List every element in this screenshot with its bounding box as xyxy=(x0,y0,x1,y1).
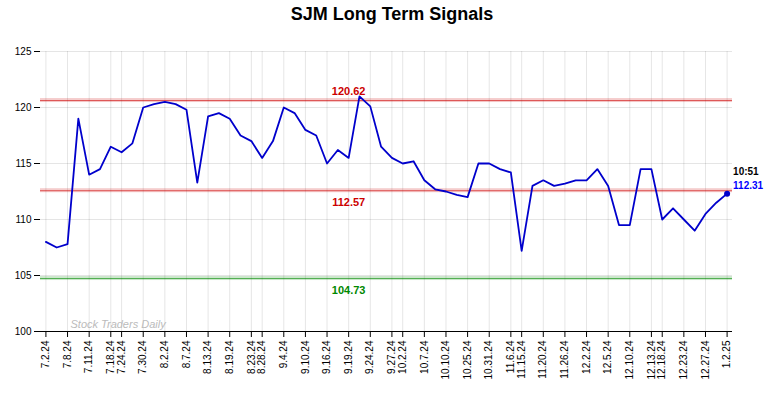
svg-text:11.15.24: 11.15.24 xyxy=(516,340,527,379)
svg-text:120.62: 120.62 xyxy=(332,85,366,97)
svg-text:125: 125 xyxy=(15,46,32,57)
svg-text:10.31.24: 10.31.24 xyxy=(483,340,494,379)
svg-text:8.23.24: 8.23.24 xyxy=(246,340,257,374)
html-text:SJM Long Term Signals: SJM Long Term Signals xyxy=(290,4,494,24)
svg-text:8.7.24: 8.7.24 xyxy=(181,340,192,368)
svg-text:104.73: 104.73 xyxy=(332,284,366,296)
svg-text:100: 100 xyxy=(15,326,32,337)
svg-text:7.30.24: 7.30.24 xyxy=(137,340,148,374)
svg-text:9.24.24: 9.24.24 xyxy=(364,340,375,374)
svg-text:112.57: 112.57 xyxy=(332,196,365,208)
svg-text:11.20.24: 11.20.24 xyxy=(537,340,548,379)
svg-text:7.8.24: 7.8.24 xyxy=(62,340,73,368)
svg-text:9.4.24: 9.4.24 xyxy=(278,340,289,368)
svg-text:8.19.24: 8.19.24 xyxy=(224,340,235,374)
svg-text:8.28.24: 8.28.24 xyxy=(256,340,267,374)
svg-text:12.18.24: 12.18.24 xyxy=(656,340,667,379)
svg-text:10.25.24: 10.25.24 xyxy=(462,340,473,379)
svg-text:7.11.24: 7.11.24 xyxy=(83,340,94,373)
svg-text:120: 120 xyxy=(15,102,32,113)
svg-text:12.5.24: 12.5.24 xyxy=(602,340,613,374)
svg-text:12.2.24: 12.2.24 xyxy=(581,340,592,374)
svg-text:7.24.24: 7.24.24 xyxy=(116,340,127,374)
svg-text:Stock Traders Daily: Stock Traders Daily xyxy=(71,318,168,330)
svg-text:8.2.24: 8.2.24 xyxy=(159,340,170,368)
svg-text:105: 105 xyxy=(15,270,32,281)
svg-text:7.2.24: 7.2.24 xyxy=(40,340,51,368)
svg-text:12.27.24: 12.27.24 xyxy=(700,340,711,379)
svg-text:1.2.25: 1.2.25 xyxy=(721,340,732,368)
svg-text:7.18.24: 7.18.24 xyxy=(105,340,116,374)
svg-text:112.31: 112.31 xyxy=(733,180,763,191)
svg-text:11.6.24: 11.6.24 xyxy=(505,340,516,373)
svg-text:12.13.24: 12.13.24 xyxy=(646,340,657,379)
svg-text:9.27.24: 9.27.24 xyxy=(386,340,397,374)
svg-text:10.10.24: 10.10.24 xyxy=(440,340,451,379)
svg-text:9.19.24: 9.19.24 xyxy=(343,340,354,374)
svg-text:12.10.24: 12.10.24 xyxy=(624,340,635,379)
svg-text:110: 110 xyxy=(16,214,32,225)
svg-text:12.23.24: 12.23.24 xyxy=(678,340,689,379)
svg-text:10.7.24: 10.7.24 xyxy=(419,340,430,374)
svg-text:10:51: 10:51 xyxy=(733,166,759,177)
svg-text:10.2.24: 10.2.24 xyxy=(397,340,408,374)
svg-text:9.16.24: 9.16.24 xyxy=(321,340,332,374)
svg-text:11.26.24: 11.26.24 xyxy=(559,340,570,379)
svg-text:8.13.24: 8.13.24 xyxy=(202,340,213,374)
svg-text:9.10.24: 9.10.24 xyxy=(300,340,311,374)
svg-text:115: 115 xyxy=(16,158,32,169)
